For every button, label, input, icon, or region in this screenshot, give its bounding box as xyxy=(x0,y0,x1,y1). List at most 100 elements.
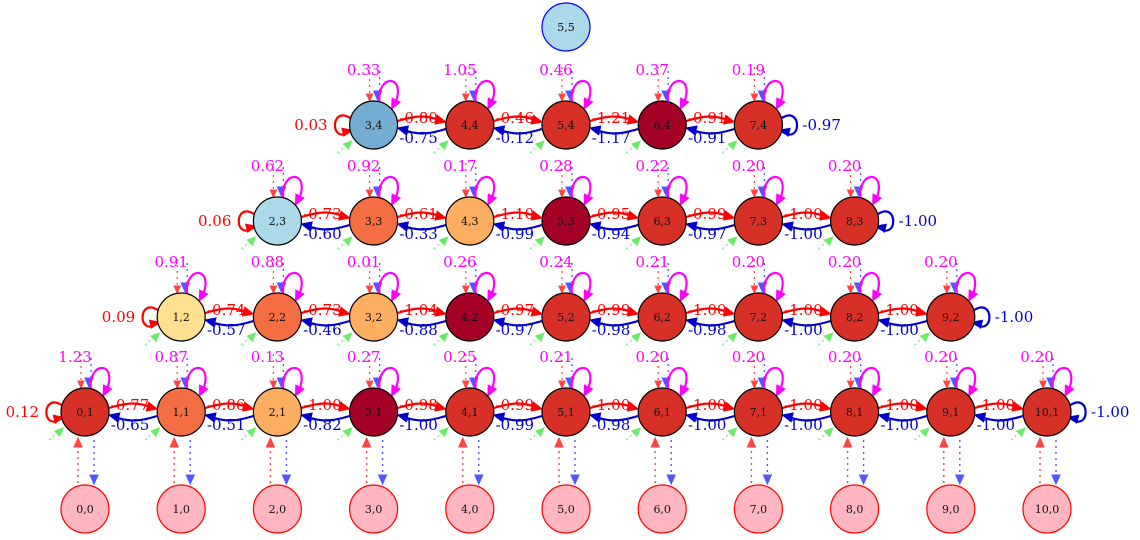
transition-right-arrowhead xyxy=(241,306,255,317)
dotted-up-arrowhead xyxy=(73,436,83,448)
transition-right-label: -1.00 xyxy=(784,396,822,414)
state-node-label: 7,3 xyxy=(750,215,768,228)
state-node-label: 4,4 xyxy=(461,119,479,132)
right-self-loop-label: -1.00 xyxy=(995,308,1033,326)
state-node-label: 6,4 xyxy=(653,119,671,132)
state-node-label: 8,3 xyxy=(846,215,864,228)
transition-right-arrowhead xyxy=(915,401,928,412)
self-loop-label: 0.17 xyxy=(443,157,476,175)
state-node xyxy=(733,387,784,437)
dotted-up-arrowhead xyxy=(169,436,180,448)
transition-left-label: -1.00 xyxy=(784,321,822,339)
green-dotted-line xyxy=(337,430,349,441)
transition-right-label: -1.04 xyxy=(399,301,437,319)
state-node-label: 8,0 xyxy=(846,503,864,516)
self-loop-arrowhead xyxy=(102,384,113,398)
state-node xyxy=(445,100,495,150)
self-loop-arrowhead xyxy=(294,289,305,303)
left-self-loop-label: 0.12 xyxy=(6,403,39,421)
transition-left-label: -0.91 xyxy=(688,129,726,147)
self-loop xyxy=(570,366,592,395)
right-self-loop-arrowhead xyxy=(779,127,791,137)
self-loop xyxy=(859,366,880,395)
dotted-down-arrowhead xyxy=(858,474,869,486)
self-loop xyxy=(955,366,977,395)
green-dotted-line xyxy=(48,430,60,441)
transition-right-label: -0.97 xyxy=(496,301,534,319)
state-node xyxy=(156,387,206,437)
green-dotted-line xyxy=(433,239,445,250)
right-self-loop-label: -0.97 xyxy=(802,116,840,134)
transition-right-arrowhead xyxy=(915,306,928,317)
state-node xyxy=(252,292,302,342)
transition-left-arrowhead xyxy=(781,221,794,232)
transition-right-label: -0.99 xyxy=(592,301,630,319)
dotted-up-arrowhead xyxy=(846,380,855,390)
transition-right-label: -1.00 xyxy=(784,301,822,319)
self-loop xyxy=(282,175,303,204)
green-dotted-line xyxy=(914,430,926,441)
state-node-label: 8,2 xyxy=(846,311,864,324)
transition-right-arrowhead xyxy=(530,401,544,412)
self-loop-arrowhead xyxy=(487,289,498,303)
dotted-down-arrowhead xyxy=(89,474,99,486)
state-node xyxy=(541,100,591,150)
transition-left-label: -0.65 xyxy=(111,416,149,434)
dotted-up-arrowhead xyxy=(654,189,663,199)
green-dotted-line xyxy=(144,335,156,346)
state-node xyxy=(733,292,784,342)
state-node-label: 3,1 xyxy=(365,406,383,419)
self-loop xyxy=(474,366,496,395)
state-node xyxy=(541,484,591,534)
labels-layer: -0.80 -0.75 -0.46 -0.12 -1.21 -1.17 -0.91 -0.91… xyxy=(6,61,1130,434)
dotted-down-arrowhead xyxy=(666,474,677,486)
green-marker-icon xyxy=(342,140,353,151)
transition-right-arrowhead xyxy=(819,401,832,412)
dotted-up-arrowhead xyxy=(558,189,566,199)
state-node xyxy=(733,100,784,150)
self-loop-label: 0.20 xyxy=(924,253,957,271)
state-node xyxy=(349,196,399,246)
state-node xyxy=(1022,387,1072,437)
self-loop xyxy=(378,271,399,300)
self-loop xyxy=(378,79,399,108)
self-loop-arrowhead xyxy=(1064,384,1075,398)
self-loop-arrowhead xyxy=(294,193,305,207)
self-loop-arrowhead xyxy=(583,289,594,303)
green-dotted-line xyxy=(144,430,156,441)
green-dotted-line xyxy=(721,143,733,154)
green-dotted-line xyxy=(529,430,541,441)
state-node-label: 2,3 xyxy=(269,215,287,228)
transition-left-arrowhead xyxy=(781,317,794,328)
state-node-label: 3,3 xyxy=(365,215,383,228)
transition-left-arrowhead xyxy=(685,412,698,423)
transition-right-arrowhead xyxy=(819,306,832,317)
transition-right-arrowhead xyxy=(241,401,255,412)
transition-left-arrowhead xyxy=(204,317,217,328)
transition-left-label: -0.60 xyxy=(303,225,341,243)
transition-left-arrowhead xyxy=(396,317,410,328)
dotted-up-arrowhead xyxy=(269,380,278,390)
dotted-up-arrowhead xyxy=(750,93,759,103)
state-node xyxy=(733,484,784,534)
green-dotted-line xyxy=(529,239,541,250)
green-dotted-line xyxy=(721,239,733,250)
self-loop xyxy=(763,366,784,395)
dotted-up-arrowhead xyxy=(942,380,951,390)
green-marker-icon xyxy=(823,332,834,343)
self-loop-arrowhead xyxy=(872,289,883,303)
self-loop-arrowhead xyxy=(487,193,498,207)
state-node-label: 6,3 xyxy=(653,215,671,228)
green-marker-icon xyxy=(342,427,353,438)
self-loop-label: 1.23 xyxy=(58,348,91,366)
self-loop-label: 0.20 xyxy=(1020,348,1053,366)
transition-right-label: -0.91 xyxy=(688,109,726,127)
green-dotted-line xyxy=(914,335,926,346)
state-node xyxy=(541,196,591,246)
green-marker-icon xyxy=(631,140,642,151)
transition-left-label: -1.00 xyxy=(880,416,918,434)
transition-left-arrowhead xyxy=(588,412,602,423)
green-marker-icon xyxy=(438,427,449,438)
self-loop xyxy=(570,271,592,300)
state-node xyxy=(926,387,976,437)
